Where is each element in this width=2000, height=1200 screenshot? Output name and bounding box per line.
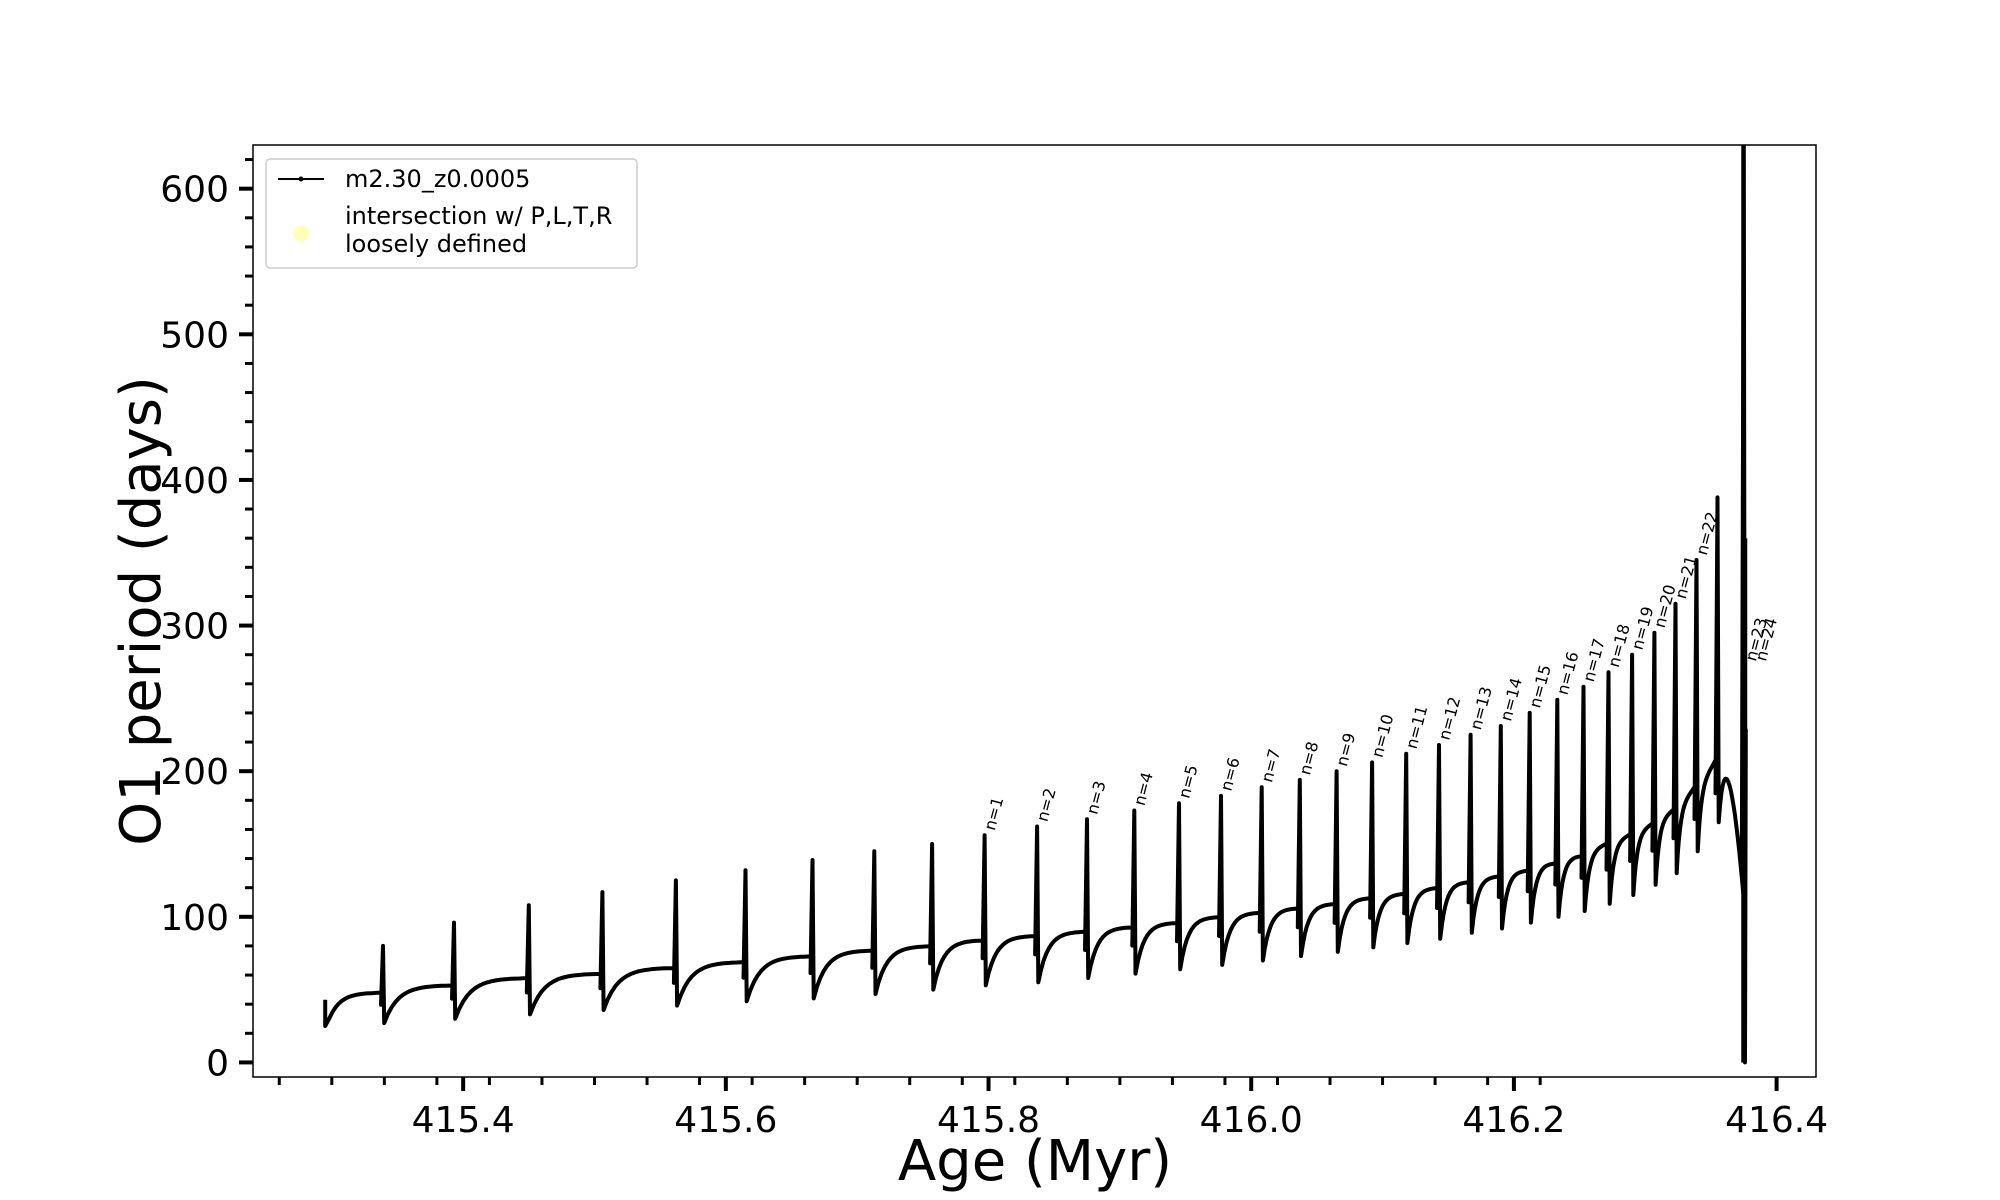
x-tick-label: 415.4	[412, 1100, 515, 1141]
x-tick-label: 416.0	[1200, 1100, 1303, 1141]
x-axis: 415.4 415.6 415.8 416.0 416.2 416.4	[277, 1077, 1828, 1141]
pulse-label: n=11	[1402, 703, 1432, 750]
pulse-label: n=1	[980, 795, 1007, 833]
y-tick-label: 100	[160, 898, 229, 939]
y-tick-label: 0	[206, 1043, 229, 1084]
legend: m2.30_z0.0005 intersection w/ P,L,T,R lo…	[265, 158, 638, 269]
pulse-label: n=13	[1466, 685, 1496, 732]
pulse-label: n=6	[1217, 755, 1244, 793]
x-tick-label: 416.4	[1725, 1100, 1828, 1141]
legend-label-series: m2.30_z0.0005	[345, 165, 530, 193]
legend-box	[265, 158, 638, 269]
pulse-annotations: n=1 n=2 n=3 n=4 n=5 n=6 n=7 n=8 n=9 n=10 n=11 n=12 n…	[980, 510, 1781, 833]
pulse-label: n=12	[1435, 695, 1465, 742]
data-layer	[323, 145, 1748, 1065]
pulse-label: n=9	[1332, 731, 1359, 769]
pulse-label: n=3	[1083, 779, 1110, 817]
pulse-label: n=8	[1295, 739, 1322, 777]
pulse-label: n=4	[1130, 770, 1157, 808]
x-tick-label: 416.2	[1462, 1100, 1565, 1141]
y-tick-label: 300	[160, 607, 229, 648]
y-tick-label: 200	[160, 752, 229, 793]
pulse-label: n=16	[1553, 650, 1583, 697]
legend-label-intersection: intersection w/ P,L,T,R	[345, 202, 612, 230]
y-tick-label: 600	[160, 170, 229, 211]
pulse-label: n=5	[1175, 763, 1202, 801]
x-tick-label: 415.8	[937, 1100, 1040, 1141]
y-tick-label: 400	[160, 461, 229, 502]
pulse-label: n=2	[1033, 786, 1060, 824]
x-tick-label: 415.6	[674, 1100, 777, 1141]
plot-area	[252, 144, 1817, 1078]
series-line	[323, 145, 1748, 1065]
y-axis-title: O1 period (days)	[109, 376, 174, 846]
pulse-label: n=15	[1525, 663, 1555, 710]
pulse-label: n=14	[1496, 676, 1526, 723]
legend-label-intersection-line2: loosely defined	[345, 230, 527, 258]
pulse-label: n=10	[1368, 712, 1398, 759]
legend-dot-marker	[298, 176, 304, 182]
x-axis-title: Age (Myr)	[898, 1129, 1172, 1194]
pulse-label: n=7	[1257, 747, 1284, 785]
legend-intersection-marker	[293, 225, 309, 241]
y-axis: 0 100 200 300 400 500 600	[160, 158, 253, 1084]
y-tick-label: 500	[160, 315, 229, 356]
